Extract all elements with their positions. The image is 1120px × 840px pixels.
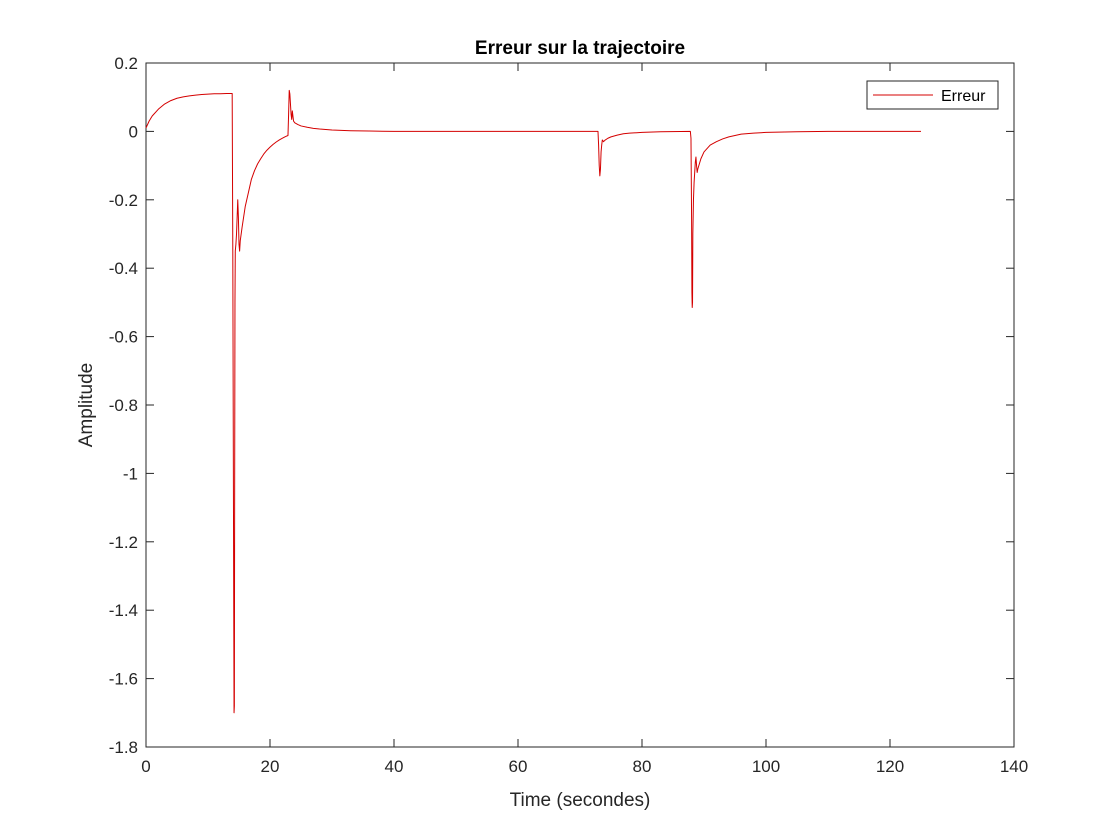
y-tick-label: -1.2 bbox=[109, 533, 138, 552]
x-tick-label: 140 bbox=[1000, 757, 1028, 776]
x-tick-label: 60 bbox=[509, 757, 528, 776]
legend-label-erreur: Erreur bbox=[941, 88, 986, 105]
y-tick-label: 0 bbox=[129, 122, 138, 141]
y-tick-label: -0.6 bbox=[109, 328, 138, 347]
x-tick-label: 0 bbox=[141, 757, 150, 776]
y-tick-label: -0.8 bbox=[109, 396, 138, 415]
y-tick-label: -0.2 bbox=[109, 191, 138, 210]
chart-title: Erreur sur la trajectoire bbox=[475, 38, 685, 59]
x-axis-label: Time (secondes) bbox=[510, 790, 651, 811]
y-tick-label: -1.6 bbox=[109, 670, 138, 689]
y-tick-label: -1 bbox=[123, 464, 138, 483]
x-tick-label: 100 bbox=[752, 757, 780, 776]
axis-ticks: 0 20 40 60 80 100 120 140 0.2 0 -0.2 -0.4 -0.6 -0.8 -1… bbox=[109, 54, 1028, 776]
y-tick-label: -1.4 bbox=[109, 601, 138, 620]
x-tick-label: 40 bbox=[385, 757, 404, 776]
x-tick-label: 120 bbox=[876, 757, 904, 776]
plot-area bbox=[145, 62, 1015, 748]
y-tick-label: -1.8 bbox=[109, 738, 138, 757]
series-layer bbox=[145, 89, 921, 714]
y-axis-label: Amplitude bbox=[76, 363, 97, 448]
y-tick-label: -0.4 bbox=[109, 259, 138, 278]
x-tick-label: 20 bbox=[261, 757, 280, 776]
x-tick-label: 80 bbox=[633, 757, 652, 776]
legend: Erreur bbox=[866, 80, 999, 110]
series-line-erreur bbox=[145, 89, 921, 714]
y-tick-label: 0.2 bbox=[114, 54, 138, 73]
